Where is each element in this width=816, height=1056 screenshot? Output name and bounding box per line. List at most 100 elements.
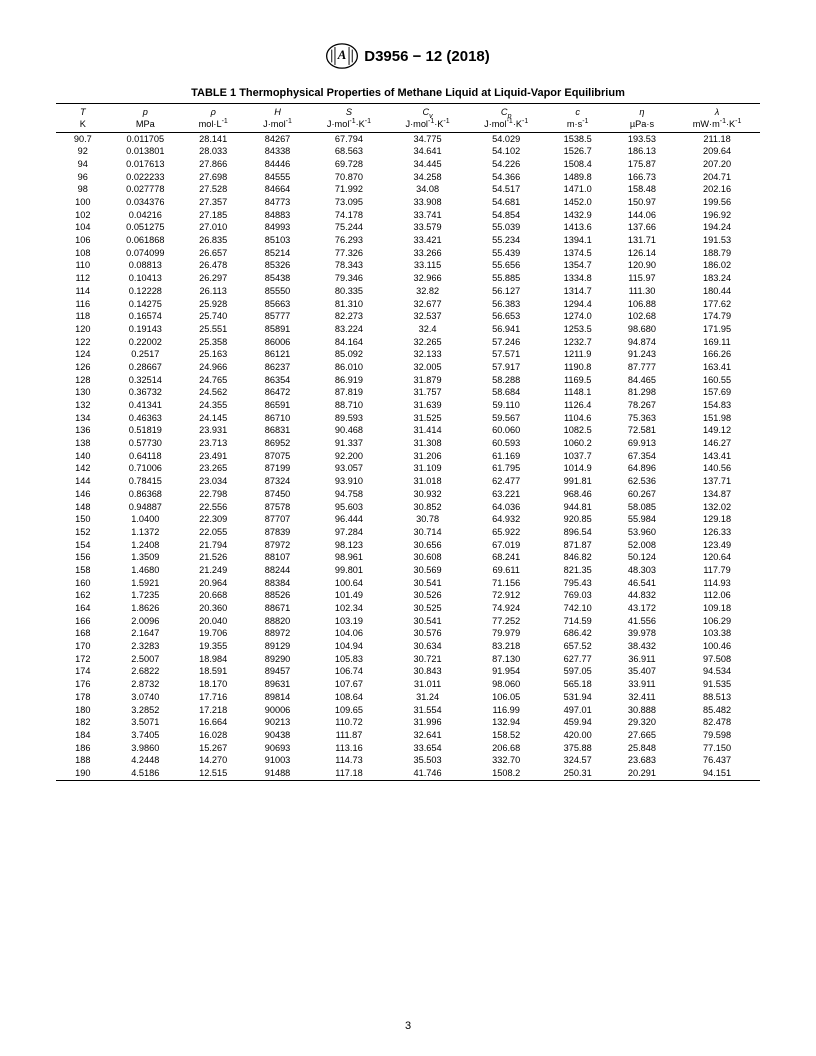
table-cell: 88820 (245, 615, 309, 628)
table-row: 1020.0421627.1858488374.17833.74154.8541… (56, 209, 760, 222)
table-cell: 120 (56, 323, 110, 336)
table-cell: 168 (56, 628, 110, 641)
table-cell: 31.525 (388, 412, 467, 425)
table-cell: 91003 (245, 755, 309, 768)
table-cell: 162 (56, 590, 110, 603)
table-cell: 69.611 (467, 564, 546, 577)
table-cell: 126 (56, 361, 110, 374)
table-cell: 86354 (245, 374, 309, 387)
table-cell: 126.33 (674, 526, 760, 539)
table-cell: 150.97 (610, 196, 674, 209)
designation: D3956 − 12 (2018) (364, 48, 490, 65)
table-cell: 70.870 (310, 171, 389, 184)
table-cell: 114.93 (674, 577, 760, 590)
properties-table: TpρHSCvCpcηλ KMPamol·L-1J·mol-1J·mol-1·K… (56, 103, 760, 781)
table-cell: 86591 (245, 399, 309, 412)
table-cell: 17.218 (181, 704, 245, 717)
column-symbol: H (245, 104, 309, 119)
table-cell: 158.48 (610, 184, 674, 197)
table-cell: 1314.7 (546, 285, 610, 298)
table-row: 1662.009620.04088820103.1930.54177.25271… (56, 615, 760, 628)
table-cell: 76.293 (310, 235, 389, 248)
table-cell: 0.78415 (110, 476, 181, 489)
table-cell: 107.67 (310, 679, 389, 692)
table-cell: 3.0740 (110, 691, 181, 704)
table-row: 1160.1427525.9288566381.31032.67756.3831… (56, 298, 760, 311)
table-cell: 30.525 (388, 602, 467, 615)
table-cell: 0.04216 (110, 209, 181, 222)
table-cell: 1014.9 (546, 463, 610, 476)
table-cell: 111.30 (610, 285, 674, 298)
table-cell: 206.68 (467, 742, 546, 755)
table-cell: 1.5921 (110, 577, 181, 590)
table-cell: 25.163 (181, 349, 245, 362)
table-cell: 2.5007 (110, 653, 181, 666)
table-cell: 4.2448 (110, 755, 181, 768)
table-row: 1220.2200225.3588600684.16432.26557.2461… (56, 336, 760, 349)
table-cell: 148 (56, 501, 110, 514)
table-cell: 87.819 (310, 387, 389, 400)
table-cell: 250.31 (546, 767, 610, 780)
table-cell: 35.407 (610, 666, 674, 679)
table-cell: 88972 (245, 628, 309, 641)
table-cell: 27.528 (181, 184, 245, 197)
table-cell: 81.310 (310, 298, 389, 311)
table-cell: 90213 (245, 717, 309, 730)
column-symbol: Cv (388, 104, 467, 119)
table-row: 1080.07409926.6578521477.32633.26655.439… (56, 247, 760, 260)
table-row: 980.02777827.5288466471.99234.0854.51714… (56, 184, 760, 197)
table-cell: 63.221 (467, 488, 546, 501)
table-cell: 104.94 (310, 641, 389, 654)
table-cell: 64.896 (610, 463, 674, 476)
table-cell: 21.794 (181, 539, 245, 552)
table-cell: 144 (56, 476, 110, 489)
table-cell: 87972 (245, 539, 309, 552)
table-cell: 1334.8 (546, 273, 610, 286)
table-cell: 150 (56, 514, 110, 527)
table-cell: 1508.2 (467, 767, 546, 780)
table-cell: 86.010 (310, 361, 389, 374)
table-cell: 2.8732 (110, 679, 181, 692)
table-cell: 25.551 (181, 323, 245, 336)
table-cell: 0.51819 (110, 425, 181, 438)
table-cell: 58.684 (467, 387, 546, 400)
table-cell: 0.16574 (110, 311, 181, 324)
table-row: 1843.740516.02890438111.8732.641158.5242… (56, 729, 760, 742)
table-cell: 30.721 (388, 653, 467, 666)
table-cell: 89290 (245, 653, 309, 666)
table-cell: 871.87 (546, 539, 610, 552)
table-cell: 30.843 (388, 666, 467, 679)
table-cell: 2.1647 (110, 628, 181, 641)
table-cell: 86952 (245, 438, 309, 451)
table-cell: 129.18 (674, 514, 760, 527)
table-cell: 1148.1 (546, 387, 610, 400)
table-cell: 31.011 (388, 679, 467, 692)
table-row: 1823.507116.66490213110.7231.996132.9445… (56, 717, 760, 730)
table-cell: 24.145 (181, 412, 245, 425)
table-cell: 420.00 (546, 729, 610, 742)
table-cell: 98.961 (310, 552, 389, 565)
table-cell: 1538.5 (546, 133, 610, 146)
column-unit: mol·L-1 (181, 118, 245, 133)
table-cell: 95.603 (310, 501, 389, 514)
table-cell: 1190.8 (546, 361, 610, 374)
table-cell: 160 (56, 577, 110, 590)
column-unit: J·mol-1·K-1 (388, 118, 467, 133)
table-cell: 85891 (245, 323, 309, 336)
table-cell: 111.87 (310, 729, 389, 742)
table-cell: 25.358 (181, 336, 245, 349)
table-cell: 178 (56, 691, 110, 704)
table-cell: 85.092 (310, 349, 389, 362)
table-cell: 106.05 (467, 691, 546, 704)
table-cell: 105.83 (310, 653, 389, 666)
table-cell: 67.019 (467, 539, 546, 552)
table-cell: 968.46 (546, 488, 610, 501)
table-cell: 84267 (245, 133, 309, 146)
table-cell: 30.541 (388, 615, 467, 628)
table-cell: 91.337 (310, 438, 389, 451)
table-row: 1702.328319.35589129104.9430.63483.21865… (56, 641, 760, 654)
table-cell: 146.27 (674, 438, 760, 451)
table-row: 1480.9488722.5568757895.60330.85264.0369… (56, 501, 760, 514)
table-cell: 23.265 (181, 463, 245, 476)
table-cell: 113.16 (310, 742, 389, 755)
